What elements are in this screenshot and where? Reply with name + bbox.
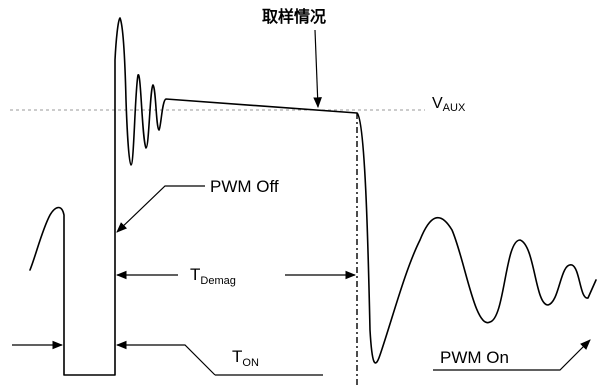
ton-label: TON: [232, 347, 259, 369]
tdemag-label: TDemag: [190, 265, 236, 287]
ton-arrow-right: [115, 340, 216, 376]
pwm-off-arrow: [116, 185, 205, 233]
aux-voltage-waveform: [29, 17, 597, 376]
sampling-label: 取样情况: [262, 7, 326, 26]
vaux-label: VAUX: [432, 95, 466, 114]
pwm-off-label: PWM Off: [210, 177, 279, 196]
pwm-on-arrow: [433, 339, 591, 371]
sampling-arrow: [313, 29, 322, 109]
pwm-on-label: PWM On: [440, 348, 509, 367]
